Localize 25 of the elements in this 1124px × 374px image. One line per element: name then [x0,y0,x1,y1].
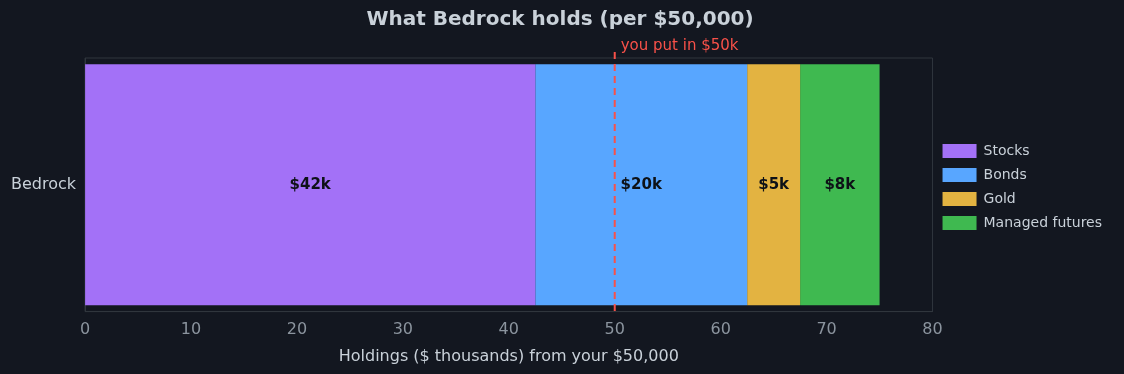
legend-label: Stocks [983,141,1030,158]
x-axis-title: Holdings ($ thousands) from your $50,000 [338,345,679,365]
x-tick-label: 10 [180,319,202,339]
legend-label: Gold [983,189,1016,206]
legend-label: Managed futures [983,213,1102,230]
data-label: $20k [620,174,663,193]
data-label: $42k [289,174,332,193]
x-tick-label: 20 [286,319,308,339]
bar [800,64,880,306]
ref-line-label: you put in $50k [620,36,739,55]
x-tick-label: 60 [710,319,731,339]
data-label: $5k [758,174,791,193]
chart-title: What Bedrock holds (per $50,000) [366,6,754,31]
bar [85,64,536,306]
bar [535,64,748,306]
y-tick-label: Bedrock [10,173,77,193]
x-tick-label: 50 [604,319,625,339]
x-tick-label: 80 [922,319,943,339]
legend-label: Bonds [983,165,1027,182]
data-label: $8k [824,174,857,193]
x-tick-label: 30 [392,319,414,339]
x-tick-label: 0 [79,319,91,339]
x-tick-label: 40 [498,319,519,339]
x-tick-label: 70 [816,319,837,339]
bar [747,64,801,306]
